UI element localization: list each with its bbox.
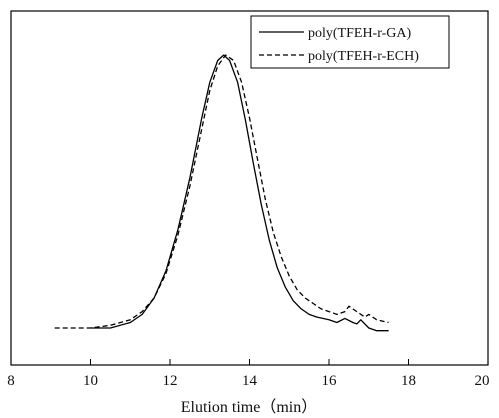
x-tick-label: 8 xyxy=(7,373,15,389)
legend-label-series-2: poly(TFEH-r-ECH) xyxy=(308,49,419,64)
legend-label-series-1: poly(TFEH-r-GA) xyxy=(308,26,411,41)
x-tick-label: 16 xyxy=(322,373,338,389)
series-line-1 xyxy=(90,54,389,332)
x-axis-title: Elution time（min） xyxy=(181,398,317,416)
x-ticks: 8 10 12 14 16 18 20 xyxy=(7,359,490,389)
legend-box xyxy=(250,15,450,69)
x-tick-label: 20 xyxy=(475,373,490,389)
x-tick-label: 10 xyxy=(83,373,98,389)
series-line-2 xyxy=(54,54,389,329)
x-tick-label: 12 xyxy=(163,373,178,389)
legend: poly(TFEH-r-GA) poly(TFEH-r-ECH) xyxy=(250,15,450,69)
x-tick-label: 14 xyxy=(242,373,258,389)
series-layer xyxy=(54,54,389,332)
x-tick-label: 18 xyxy=(401,373,416,389)
